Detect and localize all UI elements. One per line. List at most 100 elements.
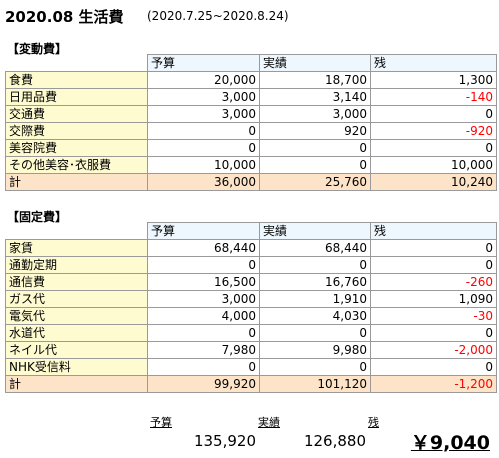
header-remain: 残 [370, 222, 497, 240]
summary-actual-value: 126,880 [303, 432, 366, 450]
remain-cell: 10,240 [370, 173, 497, 191]
remain-cell: 0 [370, 239, 497, 257]
page-title: 2020.08 生活費 [5, 8, 124, 26]
actual-cell: 18,700 [259, 71, 371, 89]
remain-cell: -2,000 [370, 341, 497, 359]
remain-cell: 10,000 [370, 156, 497, 174]
remain-cell: -30 [370, 307, 497, 325]
remain-cell: 0 [370, 324, 497, 342]
row-label: NHK受信料 [5, 358, 148, 376]
table-row: ガス代 3,000 1,910 1,090 [5, 290, 497, 308]
date-range: (2020.7.25~2020.8.24) [147, 9, 289, 23]
row-label: 計 [5, 375, 148, 393]
table-row: 食費 20,000 18,700 1,300 [5, 71, 497, 89]
row-label: 交際費 [5, 122, 148, 140]
row-label: ネイル代 [5, 341, 148, 359]
actual-cell: 4,030 [259, 307, 371, 325]
remain-cell: -260 [370, 273, 497, 291]
remain-cell: 0 [370, 256, 497, 274]
row-label: ガス代 [5, 290, 148, 308]
actual-cell: 0 [259, 358, 371, 376]
budget-cell: 10,000 [147, 156, 260, 174]
budget-cell: 3,000 [147, 105, 260, 123]
budget-cell: 7,980 [147, 341, 260, 359]
remain-cell: 0 [370, 139, 497, 157]
remain-cell: 0 [370, 358, 497, 376]
table-row: 日用品費 3,000 3,140 -140 [5, 88, 497, 106]
row-label: 計 [5, 173, 148, 191]
summary-actual-label: 実績 [258, 416, 280, 429]
header-actual: 実績 [259, 222, 371, 240]
table-row: 通信費 16,500 16,760 -260 [5, 273, 497, 291]
actual-cell: 0 [259, 139, 371, 157]
budget-cell: 0 [147, 122, 260, 140]
row-label: 通信費 [5, 273, 148, 291]
row-label: その他美容･衣服費 [5, 156, 148, 174]
actual-cell: 920 [259, 122, 371, 140]
budget-cell: 3,000 [147, 290, 260, 308]
table-row: ネイル代 7,980 9,980 -2,000 [5, 341, 497, 359]
actual-cell: 0 [259, 256, 371, 274]
header-blank-cell [5, 54, 148, 72]
table-row: NHK受信料 0 0 0 [5, 358, 497, 376]
remain-cell: -140 [370, 88, 497, 106]
remain-cell: 1,090 [370, 290, 497, 308]
table-row: 交際費 0 920 -920 [5, 122, 497, 140]
total-row: 計 99,920 101,120 -1,200 [5, 375, 497, 393]
table-row: その他美容･衣服費 10,000 0 10,000 [5, 156, 497, 174]
fixed-cost-heading: 【固定費】 [7, 210, 68, 224]
header-actual: 実績 [259, 54, 371, 72]
row-label: 交通費 [5, 105, 148, 123]
header-budget: 予算 [147, 222, 260, 240]
budget-cell: 4,000 [147, 307, 260, 325]
table-row: 美容院費 0 0 0 [5, 139, 497, 157]
table-header-row: 予算 実績残 [5, 54, 497, 72]
summary-remain-value: ￥9,040 [410, 432, 490, 454]
table-row: 水道代 0 0 0 [5, 324, 497, 342]
row-label: 美容院費 [5, 139, 148, 157]
budget-cell: 0 [147, 358, 260, 376]
table-row: 家賃 68,440 68,440 0 [5, 239, 497, 257]
summary-budget-value: 135,920 [193, 432, 256, 450]
table-row: 交通費 3,000 3,000 0 [5, 105, 497, 123]
budget-cell: 99,920 [147, 375, 260, 393]
budget-cell: 36,000 [147, 173, 260, 191]
table-row: 電気代 4,000 4,030 -30 [5, 307, 497, 325]
remain-cell: 0 [370, 105, 497, 123]
row-label: 家賃 [5, 239, 148, 257]
fixed-cost-table: 予算 実績残家賃 68,440 68,440 0 通勤定期 0 0 0 通信費 16,500 16,7… [5, 222, 497, 393]
budget-cell: 68,440 [147, 239, 260, 257]
table-row: 通勤定期 0 0 0 [5, 256, 497, 274]
actual-cell: 1,910 [259, 290, 371, 308]
total-row: 計 36,000 25,760 10,240 [5, 173, 497, 191]
budget-cell: 0 [147, 139, 260, 157]
variable-cost-heading: 【変動費】 [7, 42, 68, 56]
header-blank-cell [5, 222, 148, 240]
table-header-row: 予算 実績残 [5, 222, 497, 240]
row-label: 水道代 [5, 324, 148, 342]
actual-cell: 101,120 [259, 375, 371, 393]
actual-cell: 68,440 [259, 239, 371, 257]
row-label: 電気代 [5, 307, 148, 325]
actual-cell: 25,760 [259, 173, 371, 191]
actual-cell: 9,980 [259, 341, 371, 359]
actual-cell: 0 [259, 156, 371, 174]
actual-cell: 0 [259, 324, 371, 342]
remain-cell: -920 [370, 122, 497, 140]
budget-cell: 20,000 [147, 71, 260, 89]
header-budget: 予算 [147, 54, 260, 72]
actual-cell: 16,760 [259, 273, 371, 291]
remain-cell: 1,300 [370, 71, 497, 89]
variable-cost-table: 予算 実績残食費 20,000 18,700 1,300 日用品費 3,000 3,140 -1… [5, 54, 497, 191]
row-label: 日用品費 [5, 88, 148, 106]
summary-remain-label: 残 [368, 416, 379, 429]
budget-cell: 16,500 [147, 273, 260, 291]
actual-cell: 3,140 [259, 88, 371, 106]
budget-cell: 0 [147, 324, 260, 342]
remain-cell: -1,200 [370, 375, 497, 393]
header-remain: 残 [370, 54, 497, 72]
row-label: 通勤定期 [5, 256, 148, 274]
actual-cell: 3,000 [259, 105, 371, 123]
row-label: 食費 [5, 71, 148, 89]
budget-cell: 3,000 [147, 88, 260, 106]
